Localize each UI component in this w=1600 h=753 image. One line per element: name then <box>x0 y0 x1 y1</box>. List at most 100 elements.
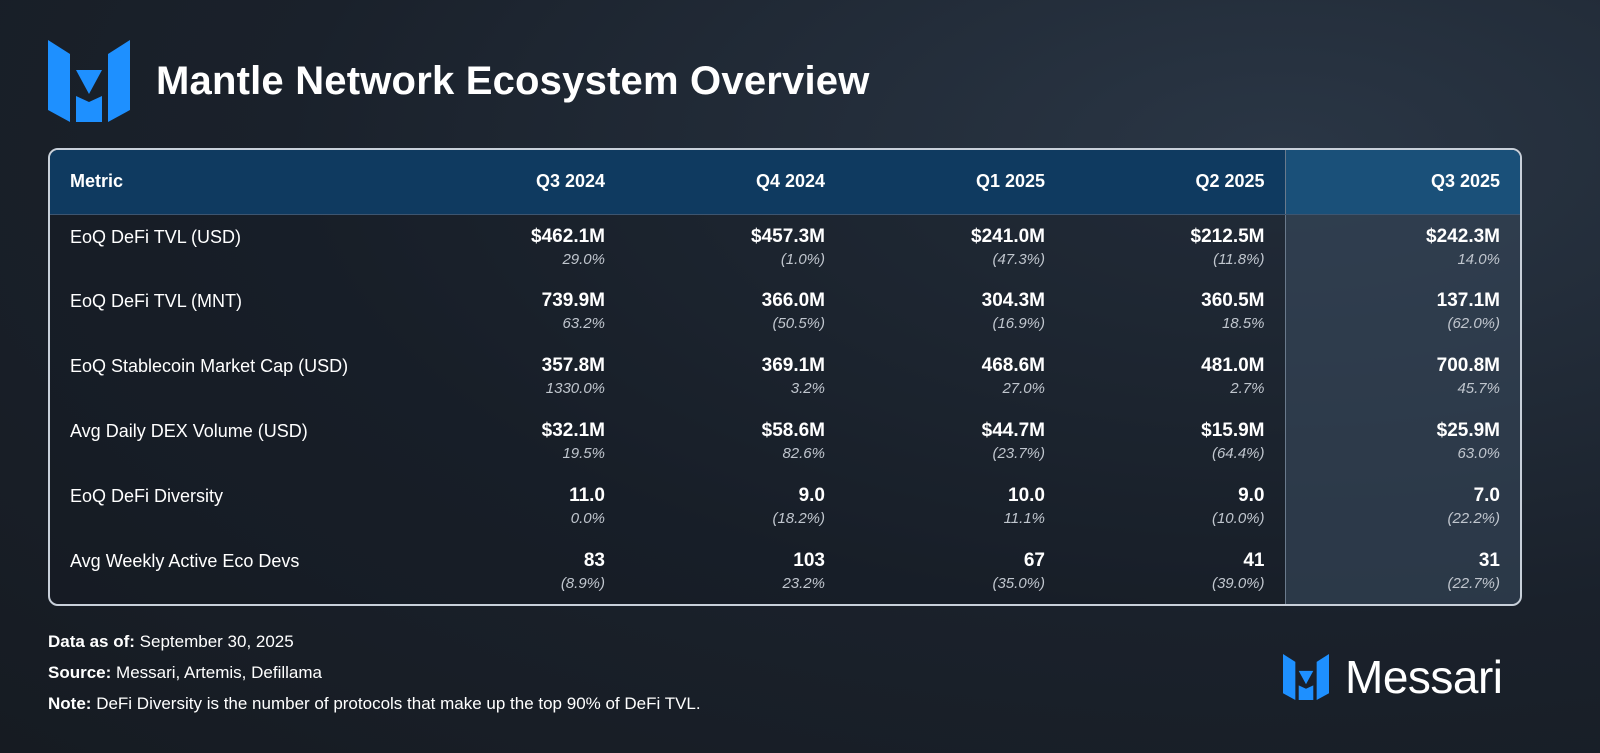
data-cell: $15.9M (64.4%) <box>1065 409 1285 474</box>
data-cell: 41 (39.0%) <box>1065 539 1285 604</box>
table-row: Avg Weekly Active Eco Devs 83 (8.9%) 103 23.… <box>50 539 1520 604</box>
note-label: Note: <box>48 694 92 713</box>
cell-change: 82.6% <box>782 445 825 462</box>
cell-value: 83 <box>583 550 605 571</box>
data-as-of: Data as of: September 30, 2025 <box>48 626 701 657</box>
cell-value: 304.3M <box>981 290 1045 311</box>
data-cell: 481.0M 2.7% <box>1065 344 1285 409</box>
note: Note: DeFi Diversity is the number of pr… <box>48 688 701 719</box>
metric-label: EoQ Stablecoin Market Cap (USD) <box>70 356 349 376</box>
cell-value: $241.0M <box>971 225 1045 247</box>
cell-change: 18.5% <box>1221 315 1265 332</box>
metric-label: Avg Weekly Active Eco Devs <box>70 551 300 571</box>
data-cell: $32.1M 19.5% <box>400 409 625 474</box>
data-cell: $241.0M (47.3%) <box>845 214 1065 279</box>
cell-change: 23.2% <box>782 575 825 592</box>
cell-change: (11.8%) <box>1213 250 1265 268</box>
cell-value: 10.0 <box>1008 485 1045 506</box>
metric-label: EoQ DeFi TVL (USD) <box>70 226 242 247</box>
column-header: Metric <box>50 150 400 215</box>
cell-value: $462.1M <box>531 225 605 247</box>
cell-value: $212.5M <box>1190 225 1265 247</box>
cell-change: (22.7%) <box>1447 575 1500 592</box>
brand-name: Messari <box>1345 651 1503 703</box>
cell-change: (39.0%) <box>1211 575 1265 592</box>
data-cell: 357.8M 1330.0% <box>400 344 625 409</box>
data-cell: 700.8M 45.7% <box>1284 344 1520 409</box>
cell-value: 67 <box>1023 550 1045 571</box>
data-cell: $242.3M 14.0% <box>1284 214 1520 279</box>
cell-value: 11.0 <box>569 485 605 506</box>
cell-value: 357.8M <box>541 355 605 376</box>
cell-value: 9.0 <box>798 485 825 506</box>
data-cell: $58.6M 82.6% <box>625 409 845 474</box>
data-cell: 9.0 (10.0%) <box>1065 474 1285 539</box>
metric-label: EoQ DeFi TVL (MNT) <box>70 291 243 311</box>
cell-value: $32.1M <box>541 420 605 441</box>
data-cell: 10.0 11.1% <box>845 474 1065 539</box>
cell-value: $15.9M <box>1201 420 1265 441</box>
data-cell: 360.5M 18.5% <box>1065 279 1285 344</box>
column-header: Q1 2025 <box>845 150 1065 215</box>
cell-change: (18.2%) <box>772 510 825 527</box>
footer: Data as of: September 30, 2025 Source: M… <box>48 626 701 719</box>
cell-value: $25.9M <box>1436 420 1500 441</box>
column-header: Q2 2025 <box>1065 150 1285 215</box>
cell-value: 739.9M <box>541 290 605 311</box>
cell-change: 29.0% <box>562 250 605 268</box>
cell-value: $58.6M <box>761 420 825 441</box>
data-cell: 9.0 (18.2%) <box>625 474 845 539</box>
cell-value: 468.6M <box>981 355 1045 376</box>
data-cell: 468.6M 27.0% <box>845 344 1065 409</box>
data-cell: 31 (22.7%) <box>1284 539 1520 604</box>
cell-change: 19.5% <box>562 445 605 462</box>
metric-label: Avg Daily DEX Volume (USD) <box>70 421 308 441</box>
page-title: Mantle Network Ecosystem Overview <box>156 58 870 103</box>
cell-value: 481.0M <box>1201 355 1265 376</box>
cell-value: 9.0 <box>1238 485 1265 506</box>
cell-value: $457.3M <box>751 225 825 247</box>
data-cell: 369.1M 3.2% <box>625 344 845 409</box>
cell-value: $242.3M <box>1426 225 1500 247</box>
cell-value: 360.5M <box>1201 290 1265 311</box>
cell-value: 7.0 <box>1473 485 1500 506</box>
overview-table: Metric Q3 2024 Q4 2024 Q1 2025 Q2 2025 Q… <box>48 148 1522 606</box>
cell-change: 11.1% <box>1003 510 1045 527</box>
data-cell: 103 23.2% <box>625 539 845 604</box>
cell-change: (8.9%) <box>560 575 605 592</box>
cell-change: (22.2%) <box>1447 510 1500 527</box>
cell-change: 45.7% <box>1457 380 1500 397</box>
cell-change: (50.5%) <box>772 315 825 332</box>
data-cell: 137.1M (62.0%) <box>1284 279 1520 344</box>
data-cell: 304.3M (16.9%) <box>845 279 1065 344</box>
cell-value: 41 <box>1243 550 1265 571</box>
column-header: Q4 2024 <box>625 150 845 215</box>
messari-logo-icon <box>1283 654 1329 700</box>
cell-value: $44.7M <box>981 420 1045 441</box>
data-cell: 67 (35.0%) <box>845 539 1065 604</box>
source-value: Messari, Artemis, Defillama <box>116 663 322 682</box>
cell-value: 369.1M <box>761 355 825 376</box>
brand: Messari <box>1283 650 1503 704</box>
messari-logo-icon <box>48 40 130 122</box>
cell-value: 103 <box>793 550 825 571</box>
data-as-of-label: Data as of: <box>48 632 135 651</box>
data-cell: $462.1M 29.0% <box>400 214 625 279</box>
cell-change: 2.7% <box>1230 380 1265 397</box>
source: Source: Messari, Artemis, Defillama <box>48 657 701 688</box>
cell-value: 700.8M <box>1436 355 1500 376</box>
cell-change: 63.2% <box>562 315 605 332</box>
cell-change: (47.3%) <box>992 250 1045 268</box>
data-cell: 83 (8.9%) <box>400 539 625 604</box>
header: Mantle Network Ecosystem Overview <box>48 40 870 122</box>
cell-value: 31 <box>1478 550 1500 571</box>
cell-change: 63.0% <box>1457 445 1500 462</box>
cell-change: (64.4%) <box>1211 445 1265 462</box>
data-cell: 739.9M 63.2% <box>400 279 625 344</box>
data-cell: 366.0M (50.5%) <box>625 279 845 344</box>
metric-label: EoQ DeFi Diversity <box>70 486 224 506</box>
cell-change: 1330.0% <box>545 380 605 397</box>
cell-change: (1.0%) <box>780 250 825 268</box>
cell-value: 137.1M <box>1436 290 1500 311</box>
column-header: Q3 2024 <box>400 150 625 215</box>
